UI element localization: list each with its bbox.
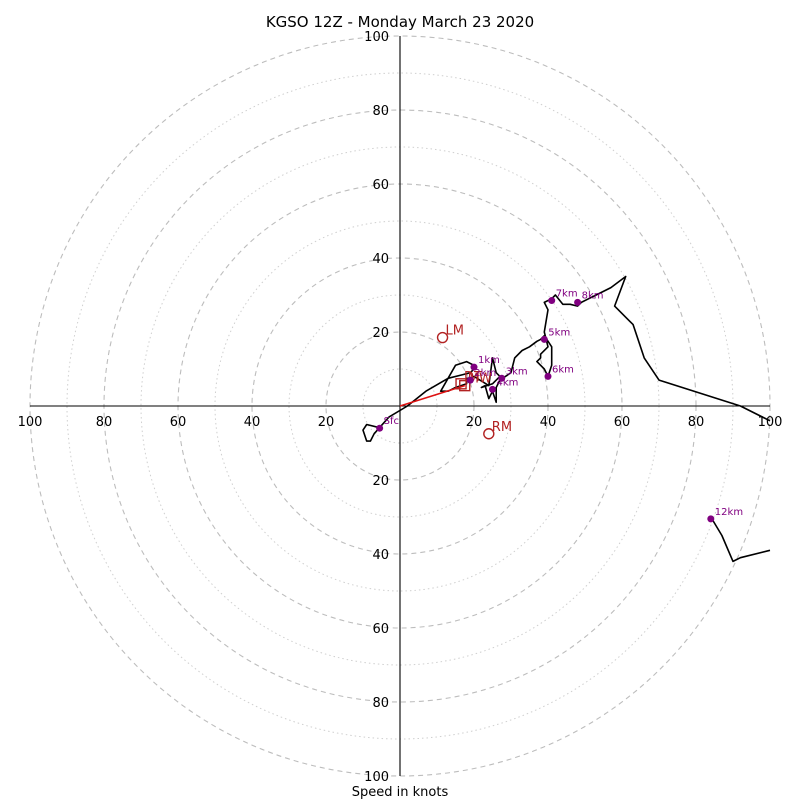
y-tick-label: 100 — [364, 770, 389, 785]
y-tick-label: 40 — [372, 548, 389, 563]
rm-marker — [483, 428, 495, 440]
3km-label: 3km — [506, 366, 528, 377]
dt-marker — [455, 378, 467, 390]
x-tick-label: 20 — [466, 415, 483, 430]
chart-title: KGSO 12Z - Monday March 23 2020 — [266, 13, 534, 31]
2km-label: 2km — [474, 368, 496, 379]
7km-point — [548, 297, 556, 305]
6km-point — [544, 372, 552, 380]
3km-point — [498, 374, 506, 382]
12km-point — [707, 515, 715, 523]
5km-label: 5km — [548, 327, 570, 338]
lm-marker — [436, 331, 449, 344]
8km-label: 8km — [582, 290, 604, 301]
y-tick-label: 60 — [372, 178, 389, 193]
y-tick-label: 80 — [372, 696, 389, 711]
mean-wind-vector — [399, 384, 465, 407]
x-tick-label: 40 — [244, 415, 261, 430]
5km-point — [540, 335, 548, 343]
mw-label: MW — [468, 372, 492, 387]
x-tick-label: 60 — [170, 415, 187, 430]
x-tick-label: 40 — [540, 415, 557, 430]
6km-label: 6km — [552, 364, 574, 375]
lm-label: LM — [446, 324, 464, 339]
y-tick-label: 40 — [372, 252, 389, 267]
y-tick-label: 80 — [372, 104, 389, 119]
2km-point — [466, 376, 474, 384]
x-tick-label: 80 — [688, 415, 705, 430]
sfc-label: Sfc — [384, 416, 399, 427]
4km-point — [489, 385, 496, 393]
y-tick-label: 20 — [372, 326, 389, 341]
x-tick-label: 80 — [96, 415, 113, 430]
x-tick-label: 100 — [18, 415, 43, 430]
sfc-point — [376, 424, 384, 432]
x-axis-label: Speed in knots — [352, 785, 449, 800]
1km-point — [470, 363, 478, 371]
1km-label: 1km — [478, 355, 500, 366]
mw-marker — [459, 379, 471, 392]
y-tick-label: 60 — [372, 622, 389, 637]
tick-labels: 100 80 60 40 20 20 40 60 80 100 100 80 60 40 20 20 40 60 8… — [18, 30, 783, 785]
y-tick-label: 20 — [372, 474, 389, 489]
4km-label: 4km — [497, 377, 519, 388]
rm-label: RM — [492, 420, 512, 435]
hodograph-line — [710, 516, 771, 563]
8km-point — [574, 298, 582, 306]
x-tick-label: 100 — [758, 415, 783, 430]
y-tick-label: 100 — [364, 30, 389, 45]
12km-label: 12km — [715, 507, 743, 518]
7km-label: 7km — [556, 289, 578, 300]
x-tick-label: 20 — [318, 415, 335, 430]
x-tick-label: 60 — [614, 415, 631, 430]
hodograph-line — [362, 275, 771, 442]
